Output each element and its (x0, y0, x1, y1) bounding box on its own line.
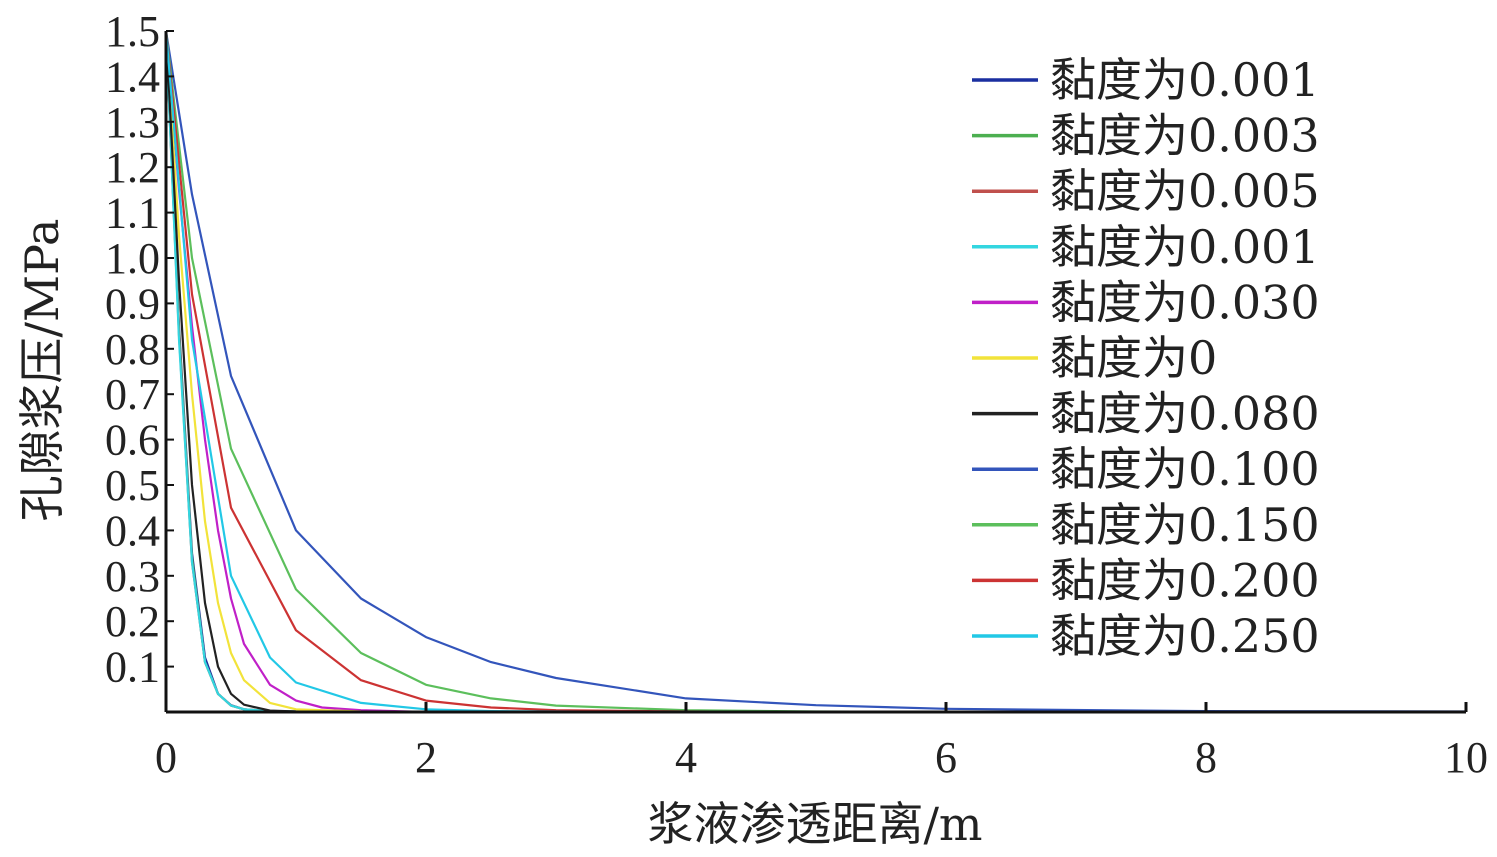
y-axis-title: 孔隙浆压/MPa (15, 219, 69, 522)
axes (164, 31, 1466, 714)
y-tick-label: 1.1 (105, 189, 160, 238)
x-tick-label: 4 (675, 733, 697, 782)
x-tick-label: 2 (415, 733, 437, 782)
x-tick-label: 10 (1444, 733, 1488, 782)
series-line-5 (166, 30, 1466, 714)
legend-label: 黏度为0 (1050, 331, 1217, 385)
y-tick-label: 0.8 (105, 325, 160, 374)
y-tick-label: 1.2 (105, 143, 160, 192)
legend-label: 黏度为0.250 (1050, 609, 1320, 663)
y-tick-label: 0.3 (105, 552, 160, 601)
legend-label: 黏度为0.100 (1050, 442, 1320, 496)
y-tick-label: 1.4 (105, 52, 160, 101)
legend-label: 黏度为0.003 (1050, 109, 1320, 163)
y-tick-label: 0.1 (105, 643, 160, 692)
y-tick-label: 0.6 (105, 416, 160, 465)
legend: 黏度为0.001黏度为0.003黏度为0.005黏度为0.001黏度为0.030… (972, 53, 1320, 663)
legend-label: 黏度为0.005 (1050, 164, 1320, 218)
legend-label: 黏度为0.001 (1050, 53, 1320, 107)
x-tick-label: 6 (935, 733, 957, 782)
y-tick-label: 1.3 (105, 98, 160, 147)
y-tick-label: 0.4 (105, 506, 160, 555)
x-tick-label: 0 (155, 733, 177, 782)
x-axis-title: 浆液渗透距离/m (647, 797, 982, 851)
y-tick-label: 0.2 (105, 597, 160, 646)
legend-label: 黏度为0.030 (1050, 275, 1320, 329)
y-tick-label: 0.7 (105, 370, 160, 419)
x-tick-label: 8 (1195, 733, 1217, 782)
legend-label: 黏度为0.200 (1050, 553, 1320, 607)
y-tick-label: 0.5 (105, 461, 160, 510)
legend-label: 黏度为0.001 (1050, 220, 1320, 274)
y-tick-label: 1.5 (105, 7, 160, 56)
y-tick-label: 0.9 (105, 279, 160, 328)
ticks: 0 2 4 6 8 10 0.10.20.30.40.50.60.70.80.91.01.1… (105, 7, 1488, 782)
legend-label: 黏度为0.080 (1050, 387, 1320, 441)
y-tick-label: 1.0 (105, 234, 160, 283)
legend-label: 黏度为0.150 (1050, 498, 1320, 552)
